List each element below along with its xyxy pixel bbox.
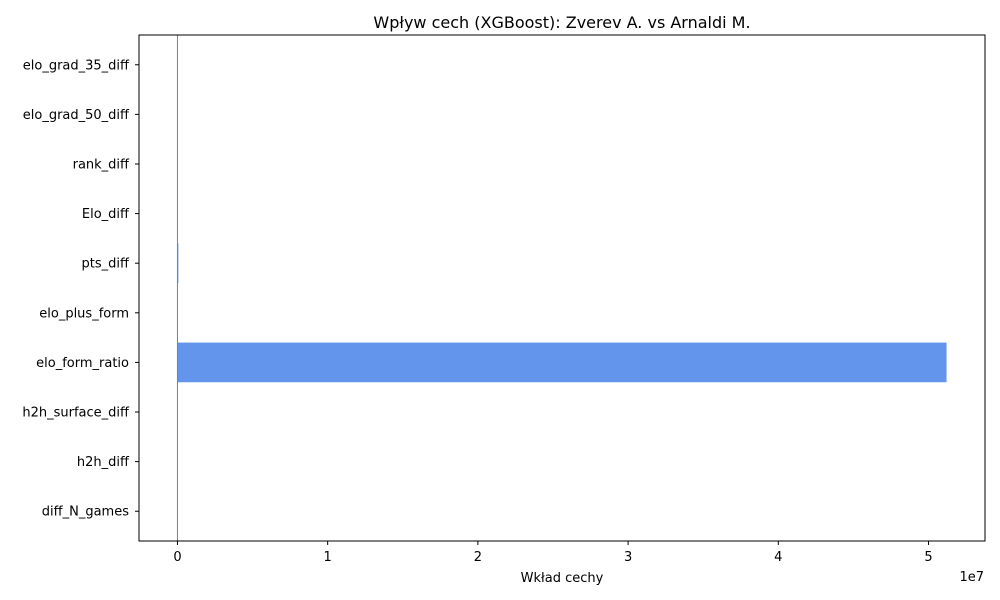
x-axis-label: Wkład cechy [521, 571, 604, 586]
x-tick-label: 5 [924, 550, 932, 565]
y-tick-label: elo_grad_35_diff [23, 58, 130, 73]
x-tick-label: 0 [173, 550, 181, 565]
y-tick-label: pts_diff [82, 257, 130, 272]
y-tick-label: elo_form_ratio [36, 356, 129, 371]
x-tick-label: 3 [624, 550, 632, 565]
y-tick-label: diff_N_games [42, 505, 129, 520]
y-tick-label: elo_grad_50_diff [23, 108, 130, 123]
bar-elo_form_ratio [177, 342, 947, 383]
chart-title: Wpływ cech (XGBoost): Zverev A. vs Arnal… [373, 13, 750, 32]
y-tick-label: h2h_diff [77, 455, 130, 470]
y-tick-label: Elo_diff [82, 207, 130, 222]
x-tick-label: 4 [774, 550, 782, 565]
y-tick-label: elo_plus_form [39, 306, 129, 321]
x-tick-label: 1 [324, 550, 332, 565]
plot-area: elo_grad_35_diff elo_grad_50_diff rank_dif… [22, 34, 986, 565]
x-axis-offset-label: 1e7 [959, 570, 984, 585]
plot-frame [138, 34, 986, 542]
x-tick-label: 2 [474, 550, 482, 565]
y-tick-label: h2h_surface_diff [22, 406, 130, 421]
y-tick-label: rank_diff [73, 157, 130, 172]
